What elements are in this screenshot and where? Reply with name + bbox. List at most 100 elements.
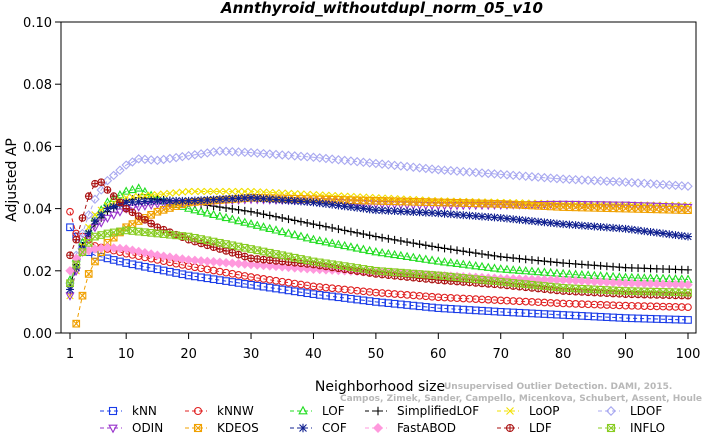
series-ldof bbox=[65, 146, 693, 288]
data-point-marker bbox=[396, 161, 406, 171]
data-point-marker bbox=[389, 160, 400, 171]
legend-label: ODIN bbox=[132, 421, 163, 434]
data-point-marker bbox=[265, 223, 275, 233]
data-point-marker bbox=[483, 168, 493, 179]
data-point-marker bbox=[140, 248, 150, 258]
data-point-marker bbox=[684, 316, 692, 324]
data-point-marker bbox=[322, 259, 330, 268]
data-point-marker bbox=[358, 157, 369, 167]
data-point-marker bbox=[634, 205, 642, 213]
series-line bbox=[69, 187, 689, 281]
legend-item-knnw: kNNW bbox=[185, 404, 254, 418]
data-point-marker bbox=[297, 260, 305, 267]
data-point-marker bbox=[215, 257, 225, 267]
data-point-marker bbox=[515, 279, 524, 288]
data-point-marker bbox=[590, 222, 599, 231]
legend-item-odin: ODIN bbox=[100, 421, 163, 434]
data-point-marker bbox=[297, 255, 305, 263]
data-point-marker bbox=[171, 253, 181, 263]
data-point-marker bbox=[627, 225, 636, 234]
data-point-marker bbox=[396, 236, 405, 245]
data-point-marker bbox=[154, 223, 161, 231]
data-point-marker bbox=[283, 228, 294, 237]
data-point-marker bbox=[589, 175, 600, 186]
data-point-marker bbox=[178, 188, 187, 196]
data-point-marker bbox=[221, 146, 231, 157]
data-point-marker bbox=[521, 266, 531, 275]
data-point-marker bbox=[583, 175, 593, 186]
data-point-marker bbox=[265, 261, 275, 271]
data-point-marker bbox=[289, 151, 300, 161]
data-point-marker bbox=[440, 198, 449, 207]
data-point-marker bbox=[128, 198, 137, 207]
data-point-marker bbox=[371, 232, 380, 241]
data-point-marker bbox=[97, 231, 105, 239]
data-point-marker bbox=[415, 240, 424, 249]
data-point-marker bbox=[497, 200, 505, 208]
data-point-marker bbox=[159, 230, 168, 238]
data-point-marker bbox=[434, 209, 443, 218]
data-point-marker bbox=[91, 257, 99, 266]
data-point-marker bbox=[229, 249, 236, 257]
data-point-marker bbox=[359, 196, 368, 205]
data-point-marker bbox=[577, 175, 587, 185]
data-point-marker bbox=[659, 205, 667, 214]
data-point-marker bbox=[215, 195, 224, 204]
data-point-marker bbox=[421, 254, 431, 263]
data-point-marker bbox=[340, 240, 350, 250]
data-point-marker bbox=[446, 257, 456, 267]
x-tick-label: 30 bbox=[243, 347, 260, 362]
data-point-marker bbox=[128, 227, 137, 235]
data-point-marker bbox=[571, 284, 580, 293]
legend-item-fastabod: FastABOD bbox=[365, 421, 456, 434]
data-point-marker bbox=[540, 257, 549, 266]
data-point-marker bbox=[233, 258, 244, 269]
data-point-marker bbox=[85, 192, 93, 200]
data-point-marker bbox=[246, 259, 256, 270]
data-point-marker bbox=[72, 319, 80, 328]
data-point-marker bbox=[495, 169, 506, 180]
data-point-marker bbox=[78, 248, 87, 256]
data-point-marker bbox=[172, 231, 180, 240]
data-point-marker bbox=[65, 266, 75, 276]
data-point-marker bbox=[352, 243, 362, 252]
data-point-marker bbox=[78, 291, 87, 300]
plot-frame bbox=[60, 21, 697, 334]
data-point-marker bbox=[546, 218, 555, 227]
x-axis-label: Neighborhood size bbox=[315, 379, 445, 395]
data-point-marker bbox=[577, 201, 587, 210]
data-point-marker bbox=[552, 258, 561, 267]
data-point-marker bbox=[459, 211, 468, 220]
data-point-marker bbox=[596, 204, 605, 212]
data-point-marker bbox=[116, 199, 124, 206]
data-point-marker bbox=[85, 270, 93, 278]
data-point-marker bbox=[497, 277, 505, 286]
data-point-marker bbox=[503, 200, 511, 208]
data-point-marker bbox=[147, 229, 155, 237]
data-point-marker bbox=[315, 235, 325, 245]
data-point-marker bbox=[378, 267, 386, 275]
data-point-marker bbox=[334, 201, 343, 210]
data-point-marker bbox=[514, 171, 525, 181]
data-point-marker bbox=[490, 200, 499, 208]
data-point-marker bbox=[240, 259, 250, 269]
data-point-marker bbox=[609, 286, 617, 295]
data-point-marker bbox=[184, 232, 193, 241]
data-point-marker bbox=[458, 259, 468, 268]
data-point-marker bbox=[253, 194, 262, 203]
data-point-marker bbox=[202, 256, 213, 267]
data-point-marker bbox=[559, 284, 567, 292]
data-point-marker bbox=[309, 257, 318, 266]
data-point-marker bbox=[346, 227, 355, 236]
data-point-marker bbox=[122, 226, 130, 235]
data-point-marker bbox=[596, 222, 605, 231]
data-point-marker bbox=[153, 229, 162, 238]
data-point-marker bbox=[284, 196, 293, 205]
data-point-marker bbox=[340, 226, 349, 235]
data-point-marker bbox=[234, 187, 243, 196]
data-point-marker bbox=[522, 201, 530, 209]
data-point-marker bbox=[383, 160, 394, 170]
data-point-marker bbox=[141, 228, 149, 236]
data-point-marker bbox=[147, 220, 155, 227]
data-point-marker bbox=[553, 203, 561, 211]
